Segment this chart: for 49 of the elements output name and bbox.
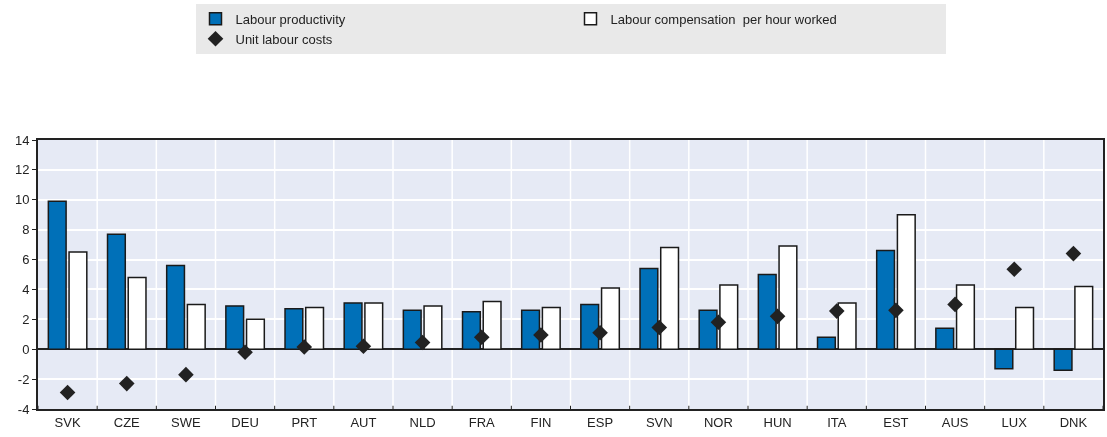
point [651, 319, 668, 336]
point [118, 375, 135, 392]
legend-label: Unit labour costs [235, 31, 333, 47]
point [178, 366, 194, 383]
y-tick-label: 8 [22, 222, 30, 238]
x-tick-label: LUX [1001, 414, 1028, 430]
x-tick-label: ITA [827, 414, 847, 430]
y-tick-label: -2 [17, 371, 30, 387]
x-tick-label: AUS [941, 414, 969, 430]
point [710, 314, 727, 331]
legend-label: Labour productivity [235, 11, 346, 27]
point [414, 334, 431, 351]
x-tick-label: FRA [468, 414, 496, 430]
y-tick-label: 14 [14, 132, 30, 148]
x-tick-label: NLD [409, 414, 436, 430]
x-tick-label: AUT [350, 414, 377, 430]
y-tick-label: -4 [17, 401, 30, 417]
x-tick-label: SVK [54, 414, 81, 430]
x-tick-label: EST [883, 414, 909, 430]
x-tick-label: NOR [703, 414, 733, 430]
y-tick-label: 6 [22, 252, 30, 268]
point [592, 324, 608, 341]
y-tick-label: 2 [22, 311, 30, 327]
x-tick-label: PRT [291, 414, 318, 430]
x-tick-label: CZE [113, 414, 141, 430]
point [1006, 261, 1023, 278]
point [296, 339, 313, 355]
x-tick-label: SWE [171, 414, 202, 430]
y-tick-label: 12 [14, 162, 30, 178]
point [533, 327, 549, 343]
point [828, 303, 845, 319]
y-tick-label: 0 [22, 341, 30, 357]
x-tick-label: DEU [231, 414, 259, 430]
y-tick-label: 4 [22, 281, 30, 297]
x-tick-label: HUN [763, 414, 792, 430]
point [59, 384, 76, 401]
x-tick-label: ESP [587, 414, 614, 430]
point [237, 344, 253, 361]
x-tick-label: DNK [1059, 414, 1088, 430]
point [1065, 245, 1082, 262]
x-tick-label: SVN [645, 414, 673, 430]
point [355, 338, 372, 355]
point [473, 329, 490, 346]
legend-label: Labour compensation per hour worked [610, 11, 837, 27]
y-tick-label: 10 [14, 192, 30, 208]
point [769, 308, 786, 325]
x-tick-label: FIN [530, 414, 552, 430]
point [888, 302, 904, 319]
point [947, 296, 963, 313]
